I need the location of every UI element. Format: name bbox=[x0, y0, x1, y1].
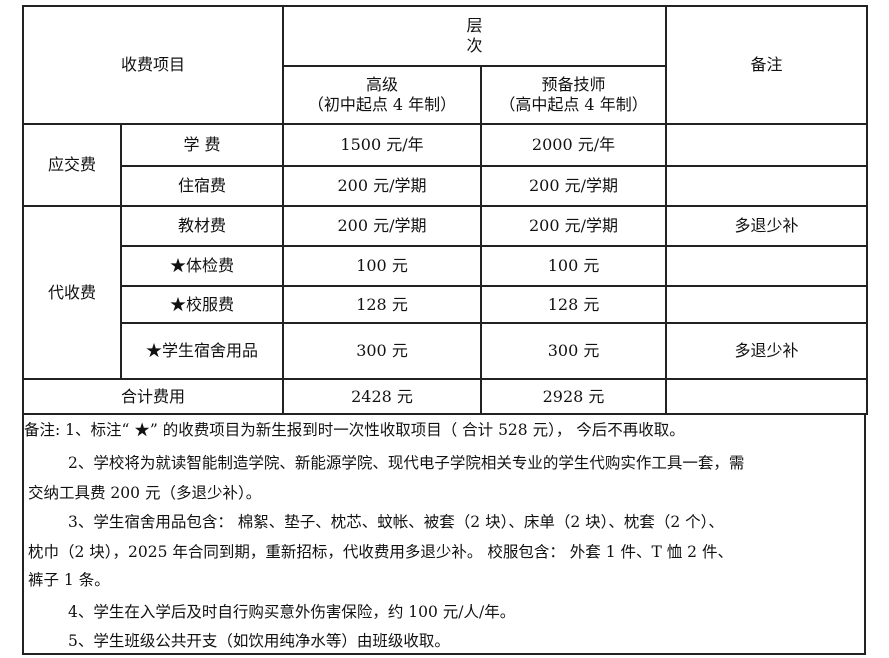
row-senior: 200 元/学期 bbox=[282, 205, 483, 247]
row-remark: 多退少补 bbox=[665, 205, 869, 247]
header-level: 层次 bbox=[282, 5, 668, 67]
row-remark bbox=[665, 165, 869, 207]
note-line: 枕巾（2 块），2025 年合同到期，重新招标，代收费用多退少补。 校服包含： … bbox=[28, 543, 733, 561]
header-technician-sub: （高中起点 4 年制） bbox=[499, 95, 648, 114]
row-item: ★校服费 bbox=[119, 285, 285, 324]
row-remark bbox=[665, 245, 869, 287]
row-technician: 2000 元/年 bbox=[480, 123, 668, 167]
row-senior: 300 元 bbox=[282, 322, 483, 380]
note-line: 交纳工具费 200 元（多退少补）。 bbox=[28, 484, 262, 502]
note-line: 5、学生班级公共开支（如饮用纯净水等）由班级收取。 bbox=[68, 632, 450, 650]
header-technician: 预备技师 （高中起点 4 年制） bbox=[480, 65, 668, 125]
note-line: 裤子 1 条。 bbox=[28, 571, 110, 589]
note-line: 备注: 1、标注“ ★” 的收费项目为新生报到时一次性收取项目（ 合计 528 … bbox=[24, 421, 685, 439]
header-item: 收费项目 bbox=[21, 5, 285, 125]
row-senior: 1500 元/年 bbox=[282, 123, 483, 167]
row-item: ★体检费 bbox=[119, 245, 285, 287]
note-line: 4、学生在入学后及时自行购买意外伤害保险，约 100 元/人/年。 bbox=[68, 603, 516, 621]
row-technician: 300 元 bbox=[480, 322, 668, 380]
fee-table: 收费项目 层次 备注 高级 （初中起点 4 年制） 预备技师 （高中起点 4 年制）… bbox=[21, 5, 869, 415]
row-remark: 多退少补 bbox=[665, 322, 869, 380]
header-technician-title: 预备技师 bbox=[541, 75, 606, 94]
header-senior-title: 高级 bbox=[366, 75, 399, 94]
note-line: 3、学生宿舍用品包含： 棉絮、垫子、枕芯、蚊帐、被套（2 块）、床单（2 块）、… bbox=[68, 513, 724, 531]
row-senior: 200 元/学期 bbox=[282, 165, 483, 207]
group-collected: 代收费 bbox=[22, 205, 122, 380]
notes-section: 备注: 1、标注“ ★” 的收费项目为新生报到时一次性收取项目（ 合计 528 … bbox=[22, 413, 866, 655]
row-item: 住宿费 bbox=[119, 165, 285, 207]
header-level-line1: 层 bbox=[466, 16, 483, 35]
row-item: 学 费 bbox=[119, 123, 285, 167]
total-technician: 2928 元 bbox=[480, 378, 668, 415]
row-technician: 128 元 bbox=[480, 285, 668, 324]
header-senior: 高级 （初中起点 4 年制） bbox=[282, 65, 483, 125]
row-technician: 200 元/学期 bbox=[480, 165, 668, 207]
row-technician: 100 元 bbox=[480, 245, 668, 287]
row-technician: 200 元/学期 bbox=[480, 205, 668, 247]
total-senior: 2428 元 bbox=[282, 378, 483, 415]
total-remark bbox=[665, 378, 869, 415]
row-item: ★学生宿舍用品 bbox=[119, 322, 285, 380]
header-remarks: 备注 bbox=[665, 5, 869, 125]
row-item: 教材费 bbox=[119, 205, 285, 247]
row-remark bbox=[665, 123, 869, 167]
header-level-line2: 次 bbox=[466, 36, 483, 55]
group-required: 应交费 bbox=[22, 123, 122, 207]
row-remark bbox=[665, 285, 869, 324]
row-senior: 100 元 bbox=[282, 245, 483, 287]
row-senior: 128 元 bbox=[282, 285, 483, 324]
total-label: 合计费用 bbox=[21, 378, 285, 415]
note-line: 2、学校将为就读智能制造学院、新能源学院、现代电子学院相关专业的学生代购实作工具… bbox=[68, 454, 745, 472]
header-senior-sub: （初中起点 4 年制） bbox=[307, 95, 457, 114]
